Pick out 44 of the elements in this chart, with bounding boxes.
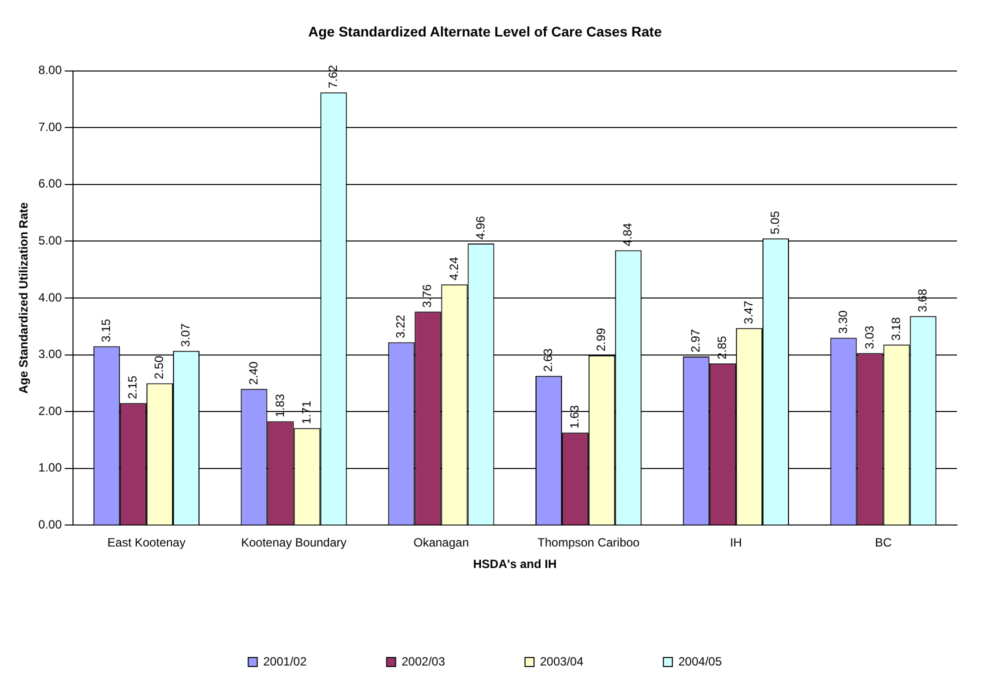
x-tick-label: BC (874, 536, 892, 550)
data-label: 3.30 (836, 310, 850, 334)
data-label: 2.50 (152, 356, 166, 380)
data-label: 2.85 (714, 336, 729, 360)
y-tick-label: 2.00 (38, 404, 62, 418)
data-label: 3.76 (420, 284, 434, 308)
data-label: 3.47 (742, 300, 756, 324)
y-tick-label: 8.00 (38, 63, 62, 78)
y-tick-label: 0.00 (38, 518, 62, 532)
data-label: 3.07 (178, 323, 193, 347)
x-tick-label: Kootenay Boundary (241, 536, 347, 550)
data-label: 3.68 (915, 288, 930, 312)
data-label: 1.63 (568, 404, 582, 429)
data-label: 3.15 (98, 318, 113, 342)
legend-label: 2004/05 (678, 654, 722, 668)
y-tick-label: 1.00 (38, 460, 62, 475)
y-tick-label: 4.00 (38, 290, 62, 304)
data-label: 2.97 (688, 328, 702, 353)
data-label: 1.83 (272, 394, 287, 418)
y-tick-label: 5.00 (38, 234, 62, 248)
x-axis-title: HSDA's and IH (473, 557, 557, 572)
data-label: 3.18 (888, 316, 903, 341)
legend-label: 2001/02 (263, 654, 307, 668)
x-tick-label: East Kootenay (107, 536, 186, 550)
y-tick-label: 7.00 (38, 120, 62, 134)
data-label: 7.62 (326, 64, 340, 88)
data-label: 2.40 (246, 361, 260, 385)
x-tick-label: Okanagan (413, 536, 469, 550)
legend-label: 2002/03 (402, 654, 446, 668)
y-tick-label: 6.00 (38, 176, 62, 191)
data-label: 4.96 (473, 216, 488, 240)
data-label: 2.15 (125, 375, 140, 400)
y-tick-label: 3.00 (38, 347, 62, 362)
data-label: 5.05 (768, 210, 782, 234)
y-axis-title: Age Standardized Utilization Rate (16, 202, 31, 394)
data-label: 2.63 (541, 348, 556, 372)
x-tick-label: IH (730, 536, 742, 550)
data-label: 3.03 (862, 325, 876, 350)
data-label: 4.24 (446, 256, 461, 280)
x-tick-label: Thompson Cariboo (538, 536, 640, 550)
data-label: 2.99 (594, 328, 608, 352)
data-label: 3.22 (394, 314, 408, 338)
chart-title: Age Standardized Alternate Level of Care Cases Rate (308, 23, 662, 40)
legend-label: 2003/04 (540, 654, 584, 668)
